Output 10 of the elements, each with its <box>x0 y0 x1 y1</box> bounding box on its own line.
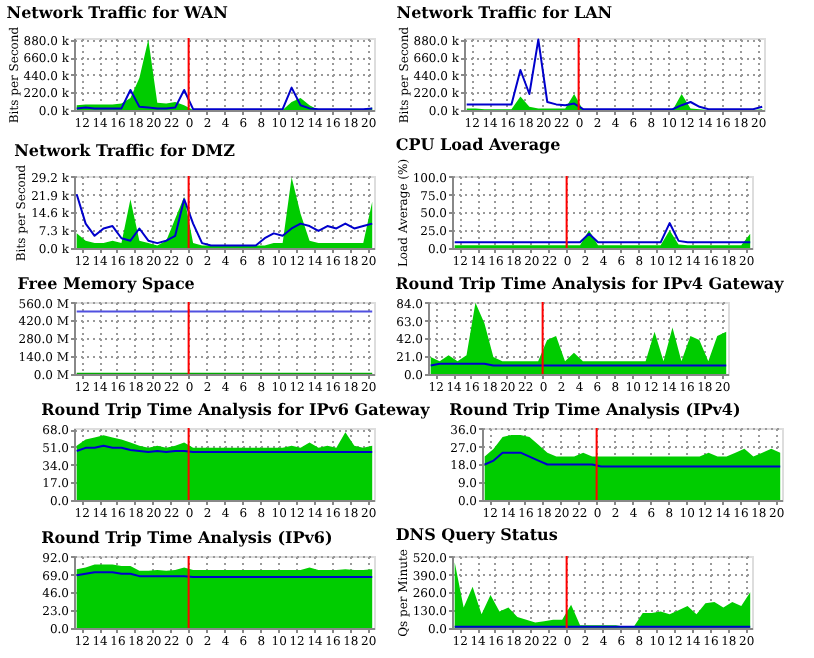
chart-title: Network Traffic for DMZ <box>14 139 236 160</box>
chart-title: Round Trip Time Analysis for IPv4 Gateway <box>395 272 785 293</box>
chart-title: Free Memory Space <box>17 272 195 293</box>
chart-title: Round Trip Time Analysis for IPv6 Gateway <box>41 399 431 420</box>
chart-title: Network Traffic for LAN <box>396 1 613 22</box>
chart-title: Network Traffic for WAN <box>6 1 228 22</box>
chart-title: Round Trip Time Analysis (IPv4) <box>449 398 741 419</box>
chart-title: DNS Query Status <box>395 524 559 545</box>
chart-title: Round Trip Time Analysis (IPv6) <box>41 526 333 547</box>
chart-title: CPU Load Average <box>395 133 561 154</box>
